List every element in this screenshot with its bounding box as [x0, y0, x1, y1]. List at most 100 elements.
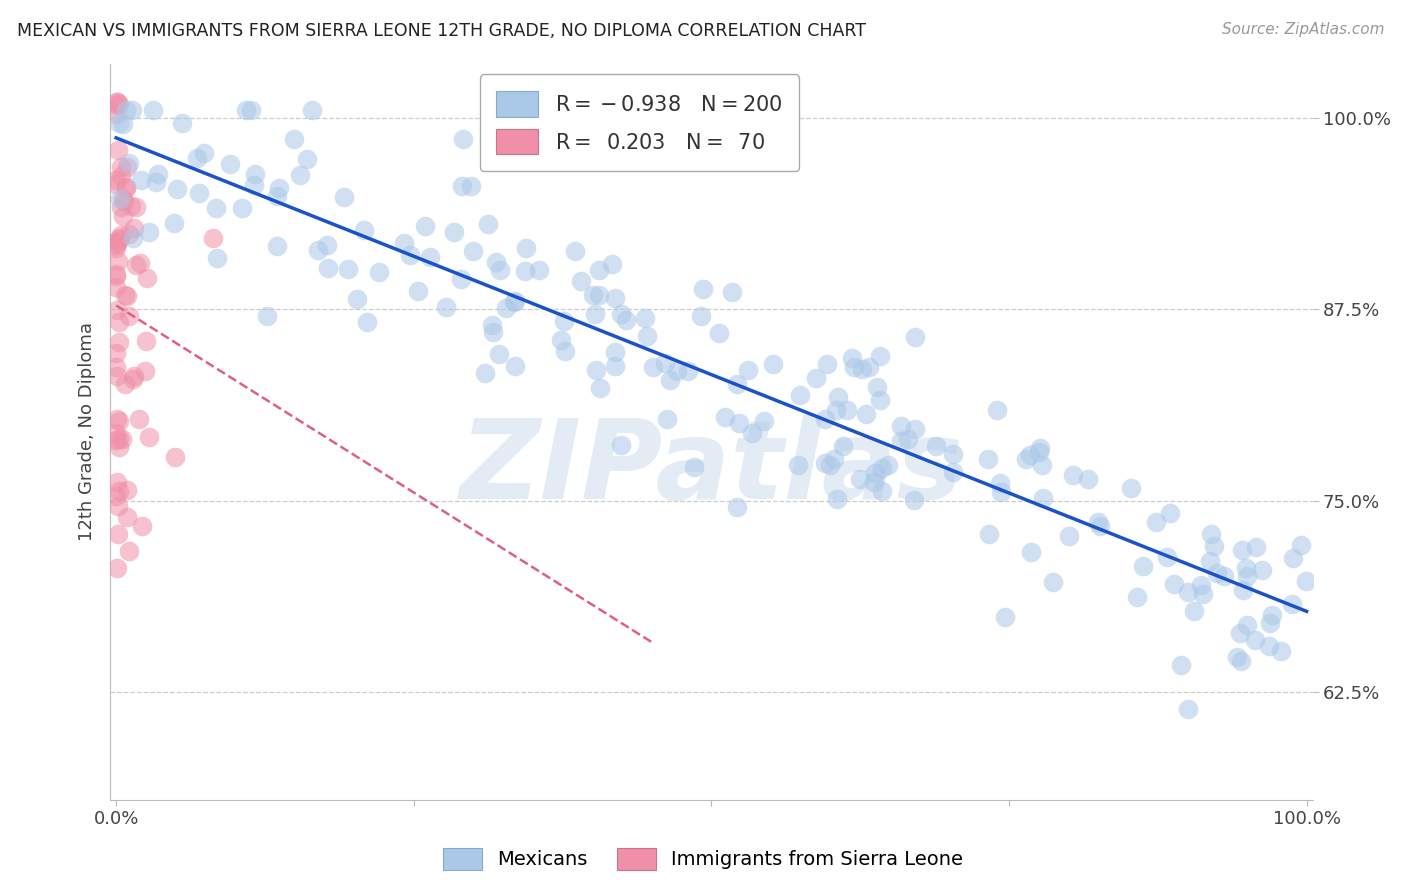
- Point: [121, 372, 143, 386]
- Point: [129, 256, 152, 270]
- Point: [117, 509, 139, 524]
- Point: [603, 359, 626, 374]
- Point: [1177, 585, 1199, 599]
- Point: [450, 271, 472, 285]
- Point: [1182, 604, 1205, 618]
- Point: [825, 403, 848, 417]
- Point: [692, 282, 714, 296]
- Point: [105, 425, 128, 440]
- Point: [111, 432, 134, 446]
- Point: [114, 181, 136, 195]
- Point: [443, 225, 465, 239]
- Point: [869, 349, 891, 363]
- Point: [105, 280, 128, 294]
- Point: [1042, 575, 1064, 590]
- Point: [610, 437, 633, 451]
- Point: [1232, 583, 1254, 598]
- Point: [434, 300, 457, 314]
- Point: [450, 178, 472, 193]
- Text: MEXICAN VS IMMIGRANTS FROM SIERRA LEONE 12TH GRADE, NO DIPLOMA CORRELATION CHART: MEXICAN VS IMMIGRANTS FROM SIERRA LEONE …: [17, 22, 866, 40]
- Point: [851, 362, 873, 376]
- Point: [1177, 702, 1199, 716]
- Point: [162, 217, 184, 231]
- Point: [145, 175, 167, 189]
- Point: [121, 103, 143, 117]
- Point: [728, 417, 751, 431]
- Point: [463, 244, 485, 259]
- Point: [515, 241, 537, 255]
- Point: [1251, 563, 1274, 577]
- Point: [862, 475, 884, 489]
- Text: ZIPatlas: ZIPatlas: [460, 415, 963, 522]
- Point: [841, 351, 863, 366]
- Point: [752, 414, 775, 428]
- Point: [513, 264, 536, 278]
- Point: [266, 188, 288, 202]
- Point: [741, 426, 763, 441]
- Point: [1132, 558, 1154, 573]
- Point: [419, 251, 441, 265]
- Point: [316, 238, 339, 252]
- Point: [488, 346, 510, 360]
- Point: [105, 346, 128, 360]
- Point: [108, 192, 131, 206]
- Point: [105, 107, 128, 121]
- Point: [689, 309, 711, 323]
- Point: [994, 610, 1017, 624]
- Point: [415, 219, 437, 233]
- Point: [1244, 632, 1267, 647]
- Point: [1244, 540, 1267, 554]
- Point: [105, 95, 128, 110]
- Point: [582, 288, 605, 302]
- Point: [1090, 518, 1112, 533]
- Point: [872, 461, 894, 475]
- Y-axis label: 12th Grade, No Diploma: 12th Grade, No Diploma: [79, 322, 96, 541]
- Legend: Mexicans, Immigrants from Sierra Leone: Mexicans, Immigrants from Sierra Leone: [434, 839, 972, 878]
- Point: [107, 334, 129, 349]
- Point: [307, 243, 329, 257]
- Point: [269, 180, 291, 194]
- Point: [288, 169, 311, 183]
- Point: [725, 376, 748, 391]
- Point: [588, 288, 610, 302]
- Point: [117, 156, 139, 170]
- Point: [1077, 472, 1099, 486]
- Point: [107, 315, 129, 329]
- Point: [714, 410, 737, 425]
- Point: [1018, 448, 1040, 462]
- Point: [789, 388, 811, 402]
- Point: [107, 116, 129, 130]
- Point: [858, 359, 880, 374]
- Point: [1163, 577, 1185, 591]
- Point: [1087, 515, 1109, 529]
- Point: [503, 359, 526, 373]
- Point: [110, 169, 132, 184]
- Point: [105, 475, 128, 490]
- Point: [1199, 554, 1222, 568]
- Point: [134, 334, 156, 348]
- Point: [815, 357, 838, 371]
- Point: [762, 357, 785, 371]
- Point: [129, 173, 152, 187]
- Point: [128, 411, 150, 425]
- Point: [835, 403, 858, 417]
- Point: [283, 132, 305, 146]
- Point: [554, 343, 576, 358]
- Point: [122, 231, 145, 245]
- Point: [832, 439, 855, 453]
- Point: [786, 458, 808, 472]
- Point: [316, 261, 339, 276]
- Point: [659, 373, 682, 387]
- Point: [855, 407, 877, 421]
- Point: [654, 356, 676, 370]
- Point: [942, 465, 965, 479]
- Point: [863, 466, 886, 480]
- Point: [1261, 607, 1284, 622]
- Point: [115, 180, 138, 194]
- Point: [633, 311, 655, 326]
- Point: [1281, 598, 1303, 612]
- Point: [1028, 445, 1050, 459]
- Point: [142, 103, 165, 117]
- Point: [297, 152, 319, 166]
- Point: [451, 131, 474, 145]
